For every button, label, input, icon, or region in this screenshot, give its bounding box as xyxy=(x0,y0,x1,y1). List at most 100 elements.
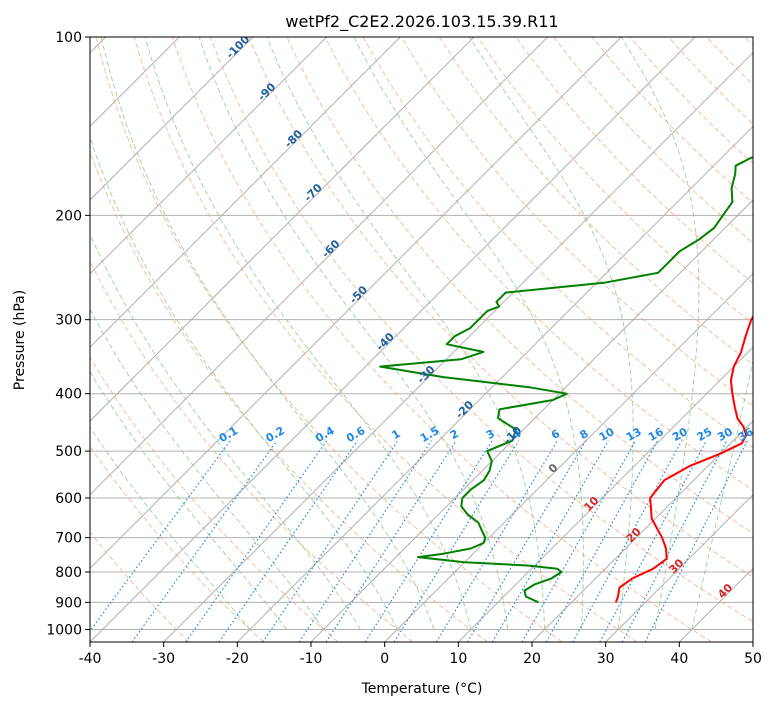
x-tick-label: 40 xyxy=(670,651,688,667)
mixing-ratio-label: 0.4 xyxy=(313,424,337,445)
dry-adiabat-line xyxy=(668,37,753,125)
mixing-ratio-line xyxy=(262,440,399,642)
x-tick-label: 10 xyxy=(449,651,467,667)
mixing-ratio-label: 2 xyxy=(448,427,461,442)
isotherm-line xyxy=(90,37,549,496)
mixing-ratio-label: 16 xyxy=(646,425,666,444)
x-axis-label: Temperature (°C) xyxy=(361,681,483,697)
moist-adiabat-line xyxy=(469,37,634,630)
moist-adiabat-line xyxy=(353,37,584,630)
y-tick-label: 600 xyxy=(55,491,82,507)
dry-adiabat-line xyxy=(90,259,414,642)
plot-frame xyxy=(89,36,754,643)
isotherm-label: -50 xyxy=(347,283,370,306)
moist-adiabat-line xyxy=(90,232,361,630)
dry-adiabat-line xyxy=(90,356,339,642)
moist-adiabat-line xyxy=(620,37,700,630)
isotherm-line xyxy=(457,346,753,642)
dry-adiabat-line xyxy=(210,37,753,623)
isotherm-line xyxy=(90,37,401,349)
isotherm-label: -90 xyxy=(255,80,278,103)
isotherm-line xyxy=(163,51,753,642)
mixing-ratio-line xyxy=(90,440,231,632)
mixing-ratio-line xyxy=(393,440,520,642)
isotherm-line xyxy=(384,272,753,642)
x-tick-label: 0 xyxy=(380,651,389,667)
isotherm-label: -80 xyxy=(282,127,305,150)
moist-adiabat-line xyxy=(266,37,546,630)
isotherm-label: -20 xyxy=(453,398,476,421)
dry-adiabat-line xyxy=(133,37,638,642)
moist-adiabat-line xyxy=(691,358,753,630)
dry-adiabat-line xyxy=(400,37,753,407)
mixing-ratio-line xyxy=(491,440,609,642)
dry-adiabat-line xyxy=(438,37,753,366)
y-tick-label: 300 xyxy=(55,313,82,329)
grid-layer xyxy=(90,37,753,642)
moist-adiabat-line xyxy=(90,426,251,630)
dry-adiabat-line xyxy=(90,150,488,642)
y-tick-label: 700 xyxy=(55,531,82,547)
mixing-ratio-line xyxy=(435,440,558,642)
y-tick-label: 800 xyxy=(55,565,82,581)
mixing-ratio-label: 1 xyxy=(390,427,403,442)
x-tick-label: -30 xyxy=(152,651,175,667)
y-axis-label: Pressure (hPa) xyxy=(12,290,28,390)
y-tick-label: 400 xyxy=(55,387,82,403)
temperature-profile-line xyxy=(614,314,753,603)
y-tick-label: 900 xyxy=(55,595,82,611)
axis-layer: -40 -30 -20 -10 0 10 20 30 40 5010020030040050060… xyxy=(46,30,762,667)
moist-adiabat-line xyxy=(144,37,472,630)
mixing-ratio-label: 10 xyxy=(597,425,617,444)
mixing-ratio-label: 13 xyxy=(624,425,644,444)
y-tick-label: 200 xyxy=(55,208,82,224)
dry-adiabat-line xyxy=(90,531,190,642)
isotherm-label: 10 xyxy=(581,494,601,514)
mixing-ratio-label: 0.2 xyxy=(263,424,286,445)
mixing-ratio-line xyxy=(572,440,683,642)
dry-adiabat-line xyxy=(95,37,563,642)
isotherm-label: 30 xyxy=(666,556,686,576)
mixing-ratio-line xyxy=(185,440,328,642)
dry-adiabat-line xyxy=(706,37,753,86)
mixing-ratio-line xyxy=(131,440,278,642)
mixing-ratio-line xyxy=(521,440,637,642)
x-tick-label: 50 xyxy=(744,651,762,667)
mixing-ratio-label: 3 xyxy=(484,427,497,442)
dry-adiabat-line xyxy=(744,37,753,47)
dry-adiabat-line xyxy=(591,37,753,204)
mixing-ratio-label: 8 xyxy=(577,427,590,442)
mixing-ratio-label: 0.1 xyxy=(217,424,240,445)
x-tick-label: 30 xyxy=(597,651,615,667)
isotherm-line xyxy=(90,37,328,275)
x-tick-label: 20 xyxy=(523,651,541,667)
isotherm-label: 20 xyxy=(624,525,644,545)
isotherm-label: -30 xyxy=(414,363,437,386)
moist-adiabat-line xyxy=(100,37,435,630)
isotherm-line xyxy=(90,37,475,422)
isotherm-line xyxy=(605,493,753,642)
mixing-ratio-line xyxy=(644,440,748,642)
dewpoint-profile-line xyxy=(379,156,753,604)
mixing-ratio-label: 6 xyxy=(549,427,562,442)
moist-adiabat-line xyxy=(90,308,324,630)
isotherm-line xyxy=(236,125,753,642)
y-tick-label: 1000 xyxy=(46,622,82,638)
mixing-ratio-line xyxy=(621,440,728,642)
isotherm-line xyxy=(678,567,753,642)
mixing-ratio-label: 36 xyxy=(736,425,756,444)
mixing-ratio-line xyxy=(599,440,707,642)
series-layer xyxy=(379,156,753,604)
mixing-ratio-line xyxy=(545,440,659,642)
moist-adiabat-line xyxy=(198,37,509,630)
dry-adiabat-line xyxy=(553,37,753,244)
chart-title: wetPf2_C2E2.2026.103.15.39.R11 xyxy=(285,12,558,32)
dry-adiabat-line xyxy=(515,37,753,284)
isotherm-line xyxy=(752,641,753,642)
isotherm-line xyxy=(90,37,254,201)
x-tick-label: -10 xyxy=(300,651,323,667)
isotherm-label: -40 xyxy=(374,330,397,353)
mixing-ratio-label: 25 xyxy=(695,425,715,444)
mixing-ratio-line xyxy=(298,440,432,642)
